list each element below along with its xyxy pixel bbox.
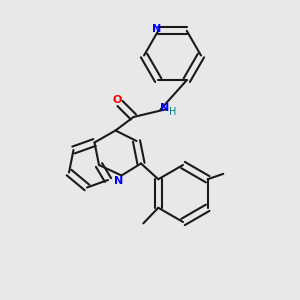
Text: N: N	[152, 24, 161, 34]
Text: O: O	[113, 95, 122, 105]
Text: N: N	[115, 176, 124, 186]
Text: N: N	[160, 103, 169, 113]
Text: H: H	[169, 107, 177, 117]
